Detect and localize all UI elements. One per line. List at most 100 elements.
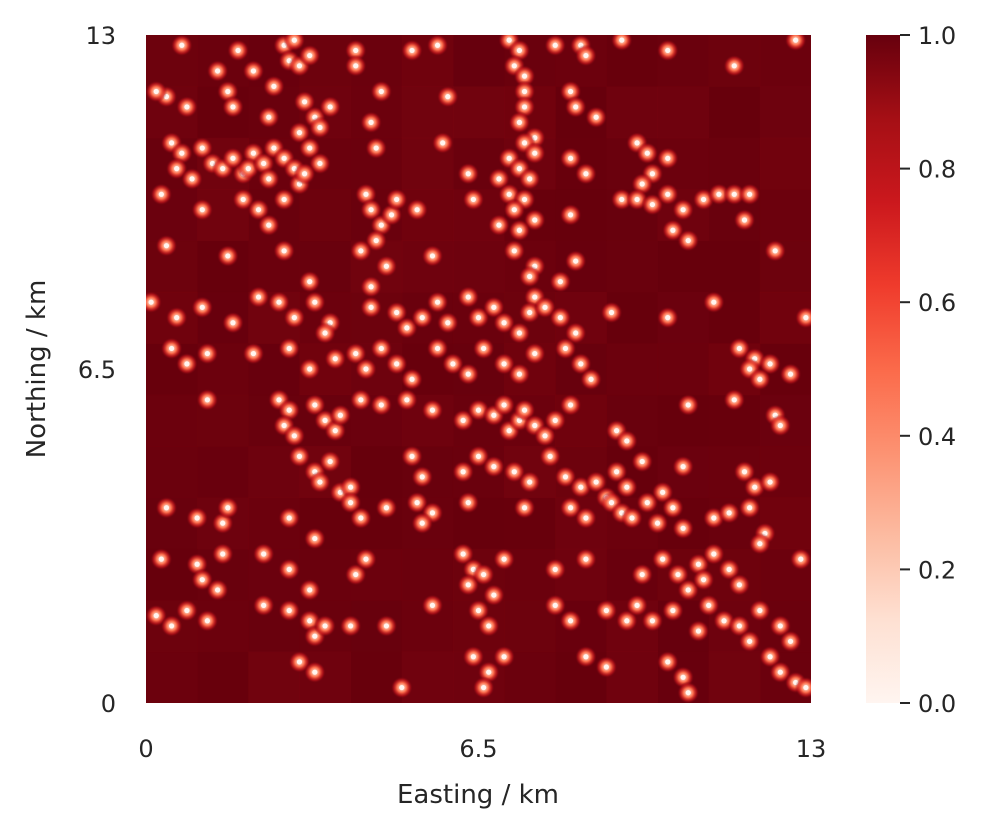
heatmap-point [194, 515, 200, 521]
heatmap-point [665, 47, 671, 54]
heatmap-point [777, 623, 783, 629]
heatmap-point [798, 556, 804, 562]
heatmap-point [460, 551, 466, 557]
heatmap-point [767, 654, 773, 660]
heatmap-point [552, 602, 558, 608]
y-tick-label: 0 [101, 690, 116, 718]
heatmap-point [685, 587, 691, 593]
heatmap-point [787, 638, 794, 644]
heatmap-point [465, 171, 471, 177]
heatmap-point [215, 587, 221, 593]
heatmap-point [266, 176, 272, 182]
heatmap-point [680, 674, 686, 680]
heatmap-point [711, 515, 717, 521]
heatmap-point [179, 150, 185, 156]
heatmap-point [399, 684, 405, 691]
heatmap-point [353, 63, 359, 69]
heatmap-point [296, 659, 303, 665]
x-axis-label: Easting / km [397, 780, 559, 810]
heatmap-point [532, 217, 538, 223]
heatmap-point [434, 42, 441, 48]
heatmap-point [711, 299, 717, 305]
heatmap-point [593, 479, 599, 485]
heatmap-point [394, 196, 400, 203]
heatmap-point [368, 119, 374, 125]
colorbar-ticks: 0.0 0.2 0.4 0.6 0.8 1.0 [900, 22, 956, 718]
heatmap-point [337, 412, 343, 418]
heatmap-point [777, 422, 783, 429]
heatmap-point [450, 361, 456, 367]
heatmap-point [404, 325, 410, 331]
heatmap-tile [709, 241, 761, 293]
heatmap-point [706, 602, 712, 608]
heatmap-point [527, 479, 533, 485]
heatmap-point [348, 500, 354, 506]
heatmap-point [726, 566, 732, 573]
heatmap-point [731, 63, 737, 69]
heatmap-point [521, 104, 528, 110]
heatmap-tile [197, 652, 249, 704]
y-axis-label: Northing / km [22, 280, 52, 459]
x-tick-label: 0 [138, 735, 153, 763]
heatmap-point [660, 489, 666, 495]
heatmap-point [383, 623, 390, 629]
heatmap-point [174, 166, 180, 172]
heatmap-point [639, 458, 645, 465]
heatmap-tile [657, 86, 710, 139]
heatmap-point [230, 104, 236, 110]
heatmap-point [619, 37, 625, 43]
heatmap-point [527, 176, 533, 182]
heatmap-point [271, 83, 277, 89]
heatmap-point [583, 556, 589, 562]
heatmap-point [250, 68, 257, 74]
heatmap-point [286, 607, 292, 614]
heatmap-point [736, 582, 742, 588]
heatmap-point [394, 361, 400, 367]
heatmap-point [414, 207, 420, 213]
heatmap-point [567, 505, 574, 511]
heatmap-point [445, 320, 451, 326]
heatmap-point [276, 299, 282, 305]
heatmap-point [348, 623, 354, 629]
heatmap-point [614, 428, 620, 434]
heatmap-point [521, 505, 528, 511]
heatmap-point [767, 361, 773, 367]
heatmap-point [547, 453, 553, 459]
heatmap-point [230, 320, 236, 326]
heatmap-point [685, 690, 691, 696]
heatmap-point [777, 669, 783, 675]
heatmap-tile [146, 446, 198, 498]
heatmap-point [312, 669, 318, 675]
heatmap-point [383, 505, 390, 511]
heatmap-point [481, 571, 487, 578]
heatmap-point [199, 145, 205, 151]
heatmap-point [731, 191, 737, 197]
heatmap-point [429, 602, 436, 608]
heatmap-point [634, 196, 640, 203]
heatmap-point [557, 315, 563, 321]
heatmap-point [465, 582, 471, 588]
heatmap-point [506, 428, 512, 434]
heatmap-point [348, 484, 354, 490]
heatmap-point [414, 500, 420, 506]
heatmap-point [583, 52, 589, 59]
heatmap-point [521, 140, 528, 146]
heatmap-point [567, 155, 574, 161]
heatmap-point [240, 196, 246, 203]
heatmap-point [506, 37, 512, 43]
heatmap-point [307, 618, 313, 624]
heatmap-point [429, 407, 436, 413]
heatmap-point [665, 659, 671, 665]
heatmap-point [670, 227, 676, 233]
heatmap-point [680, 207, 686, 213]
heatmap-point [680, 464, 686, 470]
heatmap-point [747, 638, 753, 644]
heatmap-point [434, 345, 441, 352]
heatmap-point [511, 63, 517, 69]
heatmap-point [578, 484, 584, 490]
heatmap-point [486, 623, 492, 629]
heatmap-point [552, 42, 558, 48]
heatmap-point [419, 474, 425, 480]
heatmap-point [516, 371, 523, 377]
heatmap-point [501, 402, 507, 408]
